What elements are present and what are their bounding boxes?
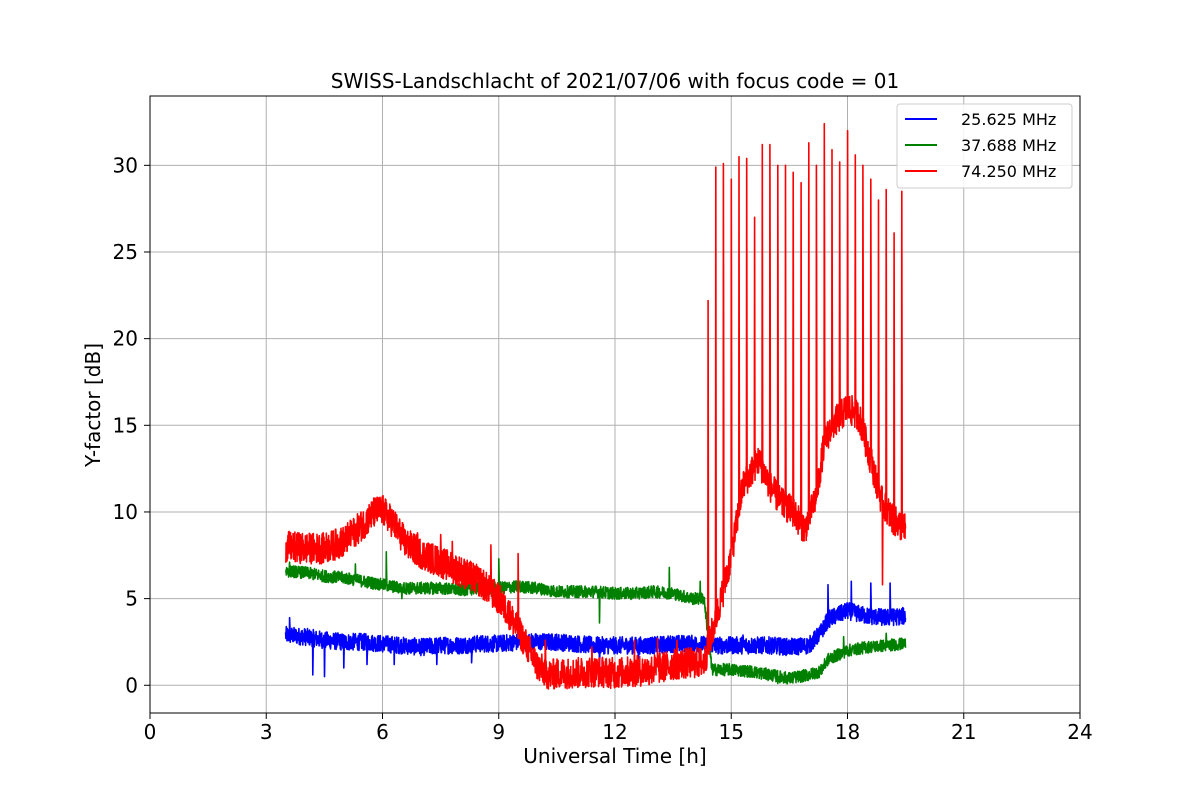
x-tick-label: 0: [144, 720, 157, 744]
y-tick-label: 20: [113, 327, 138, 351]
legend-box: [896, 103, 1073, 189]
x-axis-label: Universal Time [h]: [523, 744, 706, 768]
x-tick-label: 24: [1067, 720, 1092, 744]
x-tick-label: 6: [376, 720, 389, 744]
series-layer: [284, 122, 907, 690]
series-line-2: [284, 551, 907, 685]
x-tick-label: 18: [835, 720, 860, 744]
y-tick-label: 0: [125, 673, 138, 697]
series-line-3: [284, 122, 907, 690]
ticks: 0 3 6 9 12 15 18 21 24 0 5 10 15 20 25 30: [113, 153, 1093, 744]
y-tick-label: 30: [113, 153, 138, 177]
legend: 25.625 MHz 37.688 MHz 74.250 MHz: [896, 103, 1073, 189]
chart-title: SWISS-Landschlacht of 2021/07/06 with fo…: [331, 69, 899, 93]
x-tick-label: 3: [260, 720, 273, 744]
series-line-1: [284, 580, 907, 685]
y-axis-label: Y-factor [dB]: [81, 343, 105, 468]
x-tick-label: 21: [951, 720, 976, 744]
legend-label: 37.688 MHz: [961, 136, 1056, 155]
y-tick-label: 25: [113, 240, 138, 264]
legend-label: 74.250 MHz: [961, 162, 1056, 181]
x-tick-label: 15: [719, 720, 744, 744]
y-tick-label: 10: [113, 500, 138, 524]
x-tick-label: 12: [602, 720, 627, 744]
legend-label: 25.625 MHz: [961, 110, 1056, 129]
x-tick-label: 9: [492, 720, 505, 744]
y-tick-label: 5: [125, 587, 138, 611]
y-tick-label: 15: [113, 413, 138, 437]
